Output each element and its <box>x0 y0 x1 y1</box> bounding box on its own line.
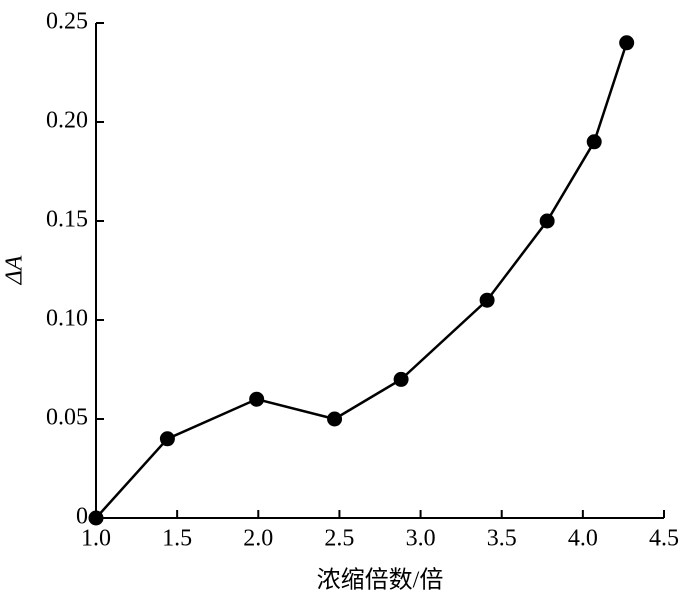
y-axis-label: ΔA <box>2 255 28 285</box>
marker <box>249 391 265 407</box>
marker <box>619 35 635 51</box>
line <box>95 42 628 519</box>
x-tick-label: 3.0 <box>406 526 436 552</box>
y-tick-label: 0.15 <box>46 207 88 233</box>
marker <box>88 510 104 526</box>
marker <box>327 411 343 427</box>
y-tick-label: 0.05 <box>46 405 88 431</box>
y-tick-label: 0.25 <box>46 9 88 35</box>
marker <box>586 134 602 150</box>
marker <box>393 371 409 387</box>
y-tick-label: 0 <box>76 504 88 530</box>
y-tick-label: 0.10 <box>46 306 88 332</box>
x-axis-label: 浓缩倍数/倍 <box>317 567 444 594</box>
y-tick-label: 0.20 <box>46 108 88 134</box>
x-tick-label: 4.5 <box>649 526 679 552</box>
x-tick-label: 2.5 <box>324 526 354 552</box>
x-tick-label: 3.5 <box>487 526 517 552</box>
x-tick-label: 1.0 <box>81 526 111 552</box>
marker <box>159 431 175 447</box>
x-tick-label: 4.0 <box>568 526 598 552</box>
x-tick-label: 1.5 <box>162 526 192 552</box>
marker <box>539 213 555 229</box>
x-tick-label: 2.0 <box>243 526 273 552</box>
marker <box>479 292 495 308</box>
